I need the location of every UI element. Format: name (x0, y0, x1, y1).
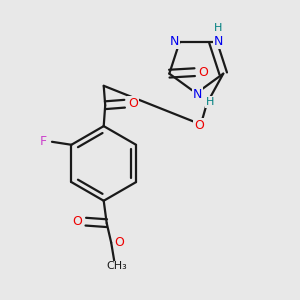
Text: F: F (40, 135, 47, 148)
Text: O: O (115, 236, 124, 249)
Text: N: N (214, 35, 223, 48)
Text: O: O (194, 119, 204, 132)
Text: O: O (128, 97, 138, 110)
Text: N: N (193, 88, 203, 101)
Text: O: O (73, 215, 82, 228)
Text: O: O (198, 66, 208, 79)
Text: H: H (214, 22, 223, 33)
Text: CH₃: CH₃ (106, 262, 127, 272)
Text: H: H (206, 97, 214, 107)
Text: N: N (169, 35, 179, 48)
